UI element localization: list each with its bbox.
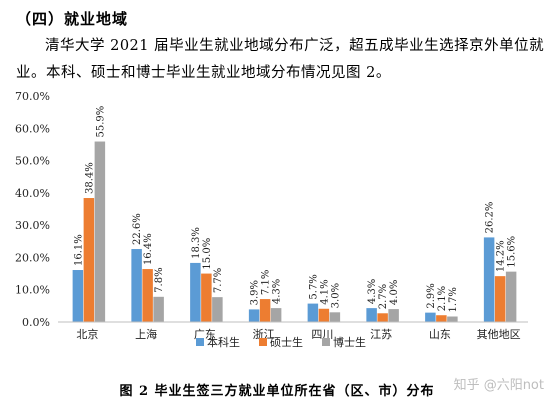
bar (447, 316, 458, 322)
data-label: 2.9% (426, 283, 437, 308)
bar (201, 273, 212, 322)
bar (483, 237, 495, 322)
data-label: 2.1% (437, 286, 448, 311)
data-label: 4.1% (319, 279, 330, 304)
intro-paragraph: 清华大学 2021 届毕业生就业地域分布广泛，超五成毕业生选择京外单位就业。本科… (16, 38, 545, 81)
data-label: 22.6% (132, 213, 143, 245)
bar (377, 313, 388, 322)
data-label: 16.4% (143, 233, 154, 265)
y-tick-label: 10.0% (15, 284, 50, 297)
data-label: 4.0% (389, 280, 400, 305)
x-tick-label: 江苏 (370, 328, 392, 341)
y-axis: 0.0% 10.0% 20.0% 30.0% 40.0% 50.0% 60.0% 70.0% (15, 90, 50, 329)
x-tick-label: 北京 (76, 327, 98, 341)
bar (72, 270, 84, 322)
bar (259, 299, 271, 322)
y-tick-label: 50.0% (15, 155, 50, 168)
legend-label: 硕士生 (270, 335, 303, 349)
bar (248, 309, 260, 322)
bar (388, 309, 399, 322)
y-tick-label: 70.0% (15, 90, 50, 103)
section-heading: （四）就业地域 (16, 10, 129, 28)
bars-group (72, 141, 517, 322)
bar (83, 198, 95, 322)
data-label: 15.0% (202, 238, 213, 270)
data-labels-group: 16.1%38.4%55.9%22.6%16.4%7.8%18.3% 15.0%7… (73, 106, 517, 313)
x-tick-label: 上海 (135, 327, 157, 341)
legend-swatch (259, 338, 267, 346)
legend-label: 博士生 (333, 335, 366, 349)
bar (329, 312, 341, 322)
data-label: 5.7% (308, 274, 319, 299)
x-tick-label: 其他地区 (477, 328, 521, 341)
region-bar-chart: 0.0%10.0%20.0%30.0%40.0%50.0%60.0%70.0% … (15, 90, 528, 349)
data-label: 1.7% (448, 287, 459, 312)
data-label: 38.4% (84, 162, 95, 194)
bar (318, 308, 330, 322)
bar (436, 315, 447, 322)
bar (505, 271, 517, 322)
x-tick-label: 四川 (311, 328, 333, 341)
data-label: 15.6% (507, 236, 518, 268)
data-label: 7.7% (213, 268, 224, 293)
bar (142, 269, 153, 322)
bar (94, 141, 106, 322)
bar (307, 303, 319, 322)
y-tick-label: 20.0% (15, 251, 50, 264)
bar (153, 296, 164, 322)
y-tick-label: 60.0% (15, 122, 50, 135)
legend: 本科生 硕士生 博士生 (196, 335, 366, 349)
legend-swatch (322, 338, 330, 346)
bar (270, 308, 282, 322)
data-label: 7.1% (261, 270, 272, 295)
data-label: 7.8% (154, 267, 165, 292)
bar (131, 249, 142, 322)
x-tick-label: 广东 (194, 328, 216, 341)
x-axis: 北京 上海 广东 浙江 四川 江苏 山东 其他地区 (58, 321, 528, 341)
bar (425, 312, 436, 322)
data-label: 4.3% (272, 279, 283, 304)
watermark: 知乎 @六阳not (453, 378, 544, 393)
y-tick-label: 0.0% (22, 316, 50, 329)
data-label: 18.3% (191, 227, 202, 259)
data-label: 3.9% (250, 280, 261, 305)
y-tick-label: 30.0% (15, 219, 50, 232)
data-label: 14.2% (496, 240, 507, 272)
legend-label: 本科生 (207, 335, 240, 349)
data-label: 2.7% (378, 284, 389, 309)
data-label: 16.1% (73, 234, 84, 266)
data-label: 55.9% (95, 106, 106, 138)
bar (212, 297, 223, 322)
x-tick-label: 山东 (429, 328, 451, 341)
bar (366, 308, 377, 322)
y-tick-label: 40.0% (15, 187, 50, 200)
data-label: 26.2% (485, 202, 496, 234)
x-tick-label: 浙江 (253, 328, 275, 341)
legend-swatch (196, 338, 204, 346)
figure-caption: 图 2 毕业生签三方就业单位所在省（区、市）分布 (119, 384, 435, 399)
bar (494, 276, 506, 322)
data-label: 4.3% (367, 279, 378, 304)
bar (190, 262, 201, 322)
data-label: 3.0% (330, 283, 341, 308)
